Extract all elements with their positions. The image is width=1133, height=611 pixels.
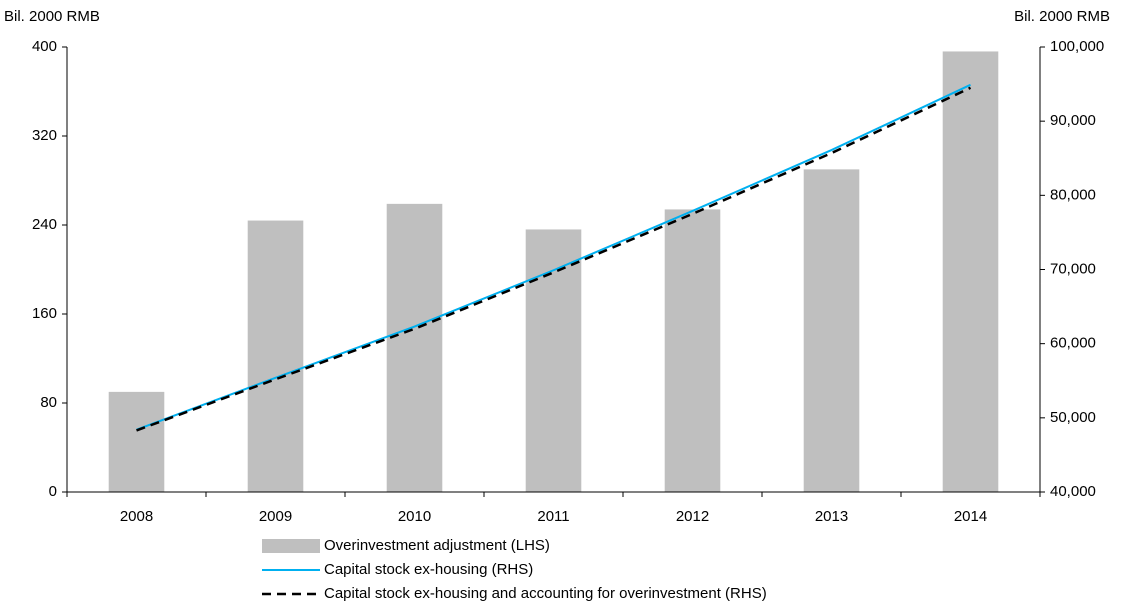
- y2-tick-label: 60,000: [1050, 335, 1096, 352]
- legend-label: Capital stock ex-housing (RHS): [324, 561, 533, 578]
- legend-label: Overinvestment adjustment (LHS): [324, 537, 550, 554]
- bar: [525, 229, 582, 492]
- legend-label: Capital stock ex-housing and accounting …: [324, 585, 767, 602]
- y-tick-label: 160: [32, 305, 57, 322]
- y2-tick-label: 90,000: [1050, 112, 1096, 129]
- y2-tick-label: 70,000: [1050, 260, 1096, 277]
- y-tick-label: 400: [32, 38, 57, 55]
- x-tick-label: 2010: [398, 508, 431, 525]
- y-tick-label: 240: [32, 216, 57, 233]
- x-tick-label: 2012: [676, 508, 709, 525]
- x-tick-label: 2013: [815, 508, 848, 525]
- y2-tick-label: 80,000: [1050, 186, 1096, 203]
- x-tick-label: 2009: [259, 508, 292, 525]
- bar: [108, 391, 165, 492]
- y2-tick-label: 40,000: [1050, 483, 1096, 500]
- y-axis-label: Bil. 2000 RMB: [4, 8, 100, 25]
- bar: [803, 169, 860, 492]
- line-series: [136, 83, 971, 431]
- x-tick-label: 2008: [120, 508, 153, 525]
- y-tick-label: 80: [40, 394, 57, 411]
- bar: [247, 220, 304, 493]
- y2-tick-label: 100,000: [1050, 38, 1104, 55]
- y2-axis-label: Bil. 2000 RMB: [1014, 8, 1110, 25]
- bar: [942, 51, 999, 492]
- legend-swatch: [262, 539, 320, 553]
- bar: [664, 209, 721, 493]
- x-tick-label: 2014: [954, 508, 987, 525]
- y2-tick-label: 50,000: [1050, 409, 1096, 426]
- y-tick-label: 320: [32, 127, 57, 144]
- bar: [386, 203, 443, 493]
- y-tick-label: 0: [49, 483, 57, 500]
- x-tick-label: 2011: [537, 508, 569, 525]
